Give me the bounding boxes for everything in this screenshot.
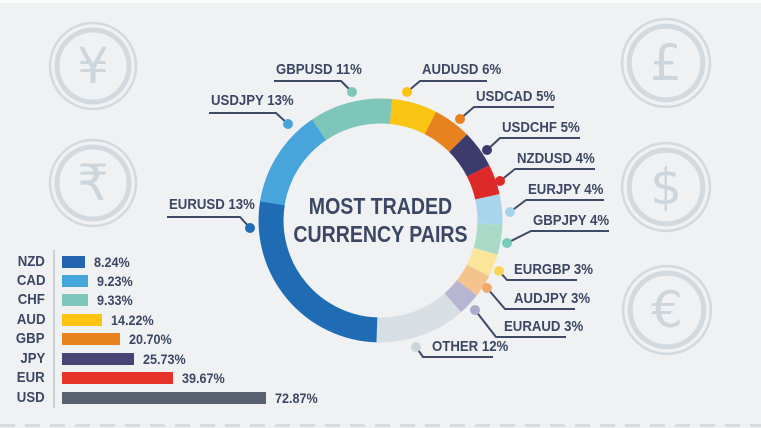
leader-line-gbpjpy — [506, 230, 609, 244]
pair-label-usdchf: USDCHF 5% — [502, 119, 580, 136]
leader-dot-audjpy — [482, 283, 492, 293]
bar-value-gbp: 20.70% — [129, 331, 172, 348]
donut-segment-audusd — [389, 99, 437, 135]
bar-value-jpy: 25.73% — [143, 350, 186, 367]
donut-segment-nzdusd — [466, 165, 500, 200]
leader-dot-gbpjpy — [502, 238, 512, 248]
bar-label-jpy: JPY — [20, 349, 45, 367]
leader-dot-other — [411, 342, 421, 352]
bar-label-aud: AUD — [16, 310, 45, 328]
bar-chf — [62, 294, 89, 307]
bar-cad — [62, 274, 88, 287]
pair-label-usdcad: USDCAD 5% — [476, 88, 556, 105]
pair-label-gbpjpy: GBPJPY 4% — [533, 212, 610, 229]
bar-chart-axis-line — [53, 250, 55, 408]
pair-label-other: OTHER 12% — [432, 338, 509, 355]
leader-dot-usdchf — [482, 145, 492, 155]
leader-line-eurjpy — [509, 199, 604, 213]
bar-label-nzd: NZD — [17, 252, 45, 270]
euro-icon: € — [619, 262, 715, 358]
donut-segment-gbpusd — [312, 98, 393, 141]
pair-label-euraud: EURAUD 3% — [504, 318, 584, 335]
leader-dot-nzdusd — [495, 176, 505, 186]
top-strip — [0, 0, 761, 3]
leader-line-nzdusd — [499, 168, 595, 182]
bar-nzd — [62, 255, 86, 268]
donut-segment-gbpjpy — [473, 223, 503, 255]
bar-label-chf: CHF — [17, 291, 45, 309]
leader-line-eurusd — [167, 216, 251, 229]
dollar-icon: $ — [618, 139, 714, 235]
donut-segment-usdchf — [448, 134, 490, 178]
donut-title-line1: MOST TRADED — [308, 193, 453, 219]
bar-value-chf: 9.33% — [97, 292, 133, 309]
donut-segment-audjpy — [456, 264, 490, 296]
bar-value-usd: 72.87% — [275, 389, 318, 406]
leader-dot-usdcad — [455, 114, 465, 124]
bar-gbp — [62, 333, 120, 346]
pair-label-audjpy: AUDJPY 3% — [514, 290, 591, 307]
bar-value-cad: 9.23% — [96, 272, 133, 289]
leader-dot-eurjpy — [505, 207, 515, 217]
leader-dot-usdjpy — [283, 119, 293, 129]
bottom-dashed-border — [0, 424, 761, 427]
pair-label-nzdusd: NZDUSD 4% — [517, 150, 595, 167]
leader-line-usdcad — [459, 106, 554, 120]
donut-segment-euraud — [444, 279, 477, 313]
yen-icon: ¥ — [46, 19, 140, 113]
leader-dot-eurusd — [245, 223, 255, 233]
bar-label-gbp: GBP — [16, 330, 45, 348]
donut-segment-eurusd — [258, 201, 378, 343]
leader-dot-audusd — [402, 87, 412, 97]
bar-value-eur: 39.67% — [182, 370, 225, 387]
pair-label-eurjpy: EURJPY 4% — [528, 181, 604, 198]
rupee-icon: ₹ — [46, 136, 140, 230]
bar-usd — [62, 391, 266, 404]
bar-label-usd: USD — [17, 388, 45, 406]
bar-value-nzd: 8.24% — [94, 253, 130, 270]
leader-line-usdchf — [486, 137, 580, 151]
donut-segment-usdjpy — [260, 119, 327, 206]
leader-dot-gbpusd — [347, 87, 357, 97]
donut-title-line2: CURRENCY PAIRS — [293, 221, 468, 247]
bar-value-aud: 14.22% — [110, 311, 154, 328]
bar-label-eur: EUR — [17, 369, 45, 387]
donut-segment-eurjpy — [475, 194, 503, 225]
donut-segment-usdcad — [424, 111, 467, 153]
leader-dot-eurgbp — [494, 266, 504, 276]
leader-dot-euraud — [470, 305, 480, 315]
pair-label-gbpusd: GBPUSD 11% — [276, 61, 362, 78]
pair-label-usdjpy: USDJPY 13% — [211, 92, 294, 109]
leader-line-usdjpy — [209, 112, 289, 125]
bar-eur — [62, 372, 174, 385]
pair-label-audusd: AUDUSD 6% — [422, 61, 502, 78]
leader-line-gbpusd — [274, 80, 353, 93]
leader-line-euraud — [474, 309, 566, 338]
pair-label-eurusd: EURUSD 13% — [169, 196, 255, 213]
leader-line-audjpy — [486, 287, 575, 310]
bar-label-cad: CAD — [16, 271, 45, 289]
donut-segment-other — [376, 293, 462, 343]
donut-segment-eurgbp — [466, 247, 498, 277]
leader-line-audusd — [406, 80, 487, 93]
pair-label-eurgbp: EURGBP 3% — [514, 261, 593, 278]
pound-icon: £ — [618, 15, 714, 111]
bar-jpy — [62, 352, 134, 365]
bar-aud — [62, 313, 102, 326]
